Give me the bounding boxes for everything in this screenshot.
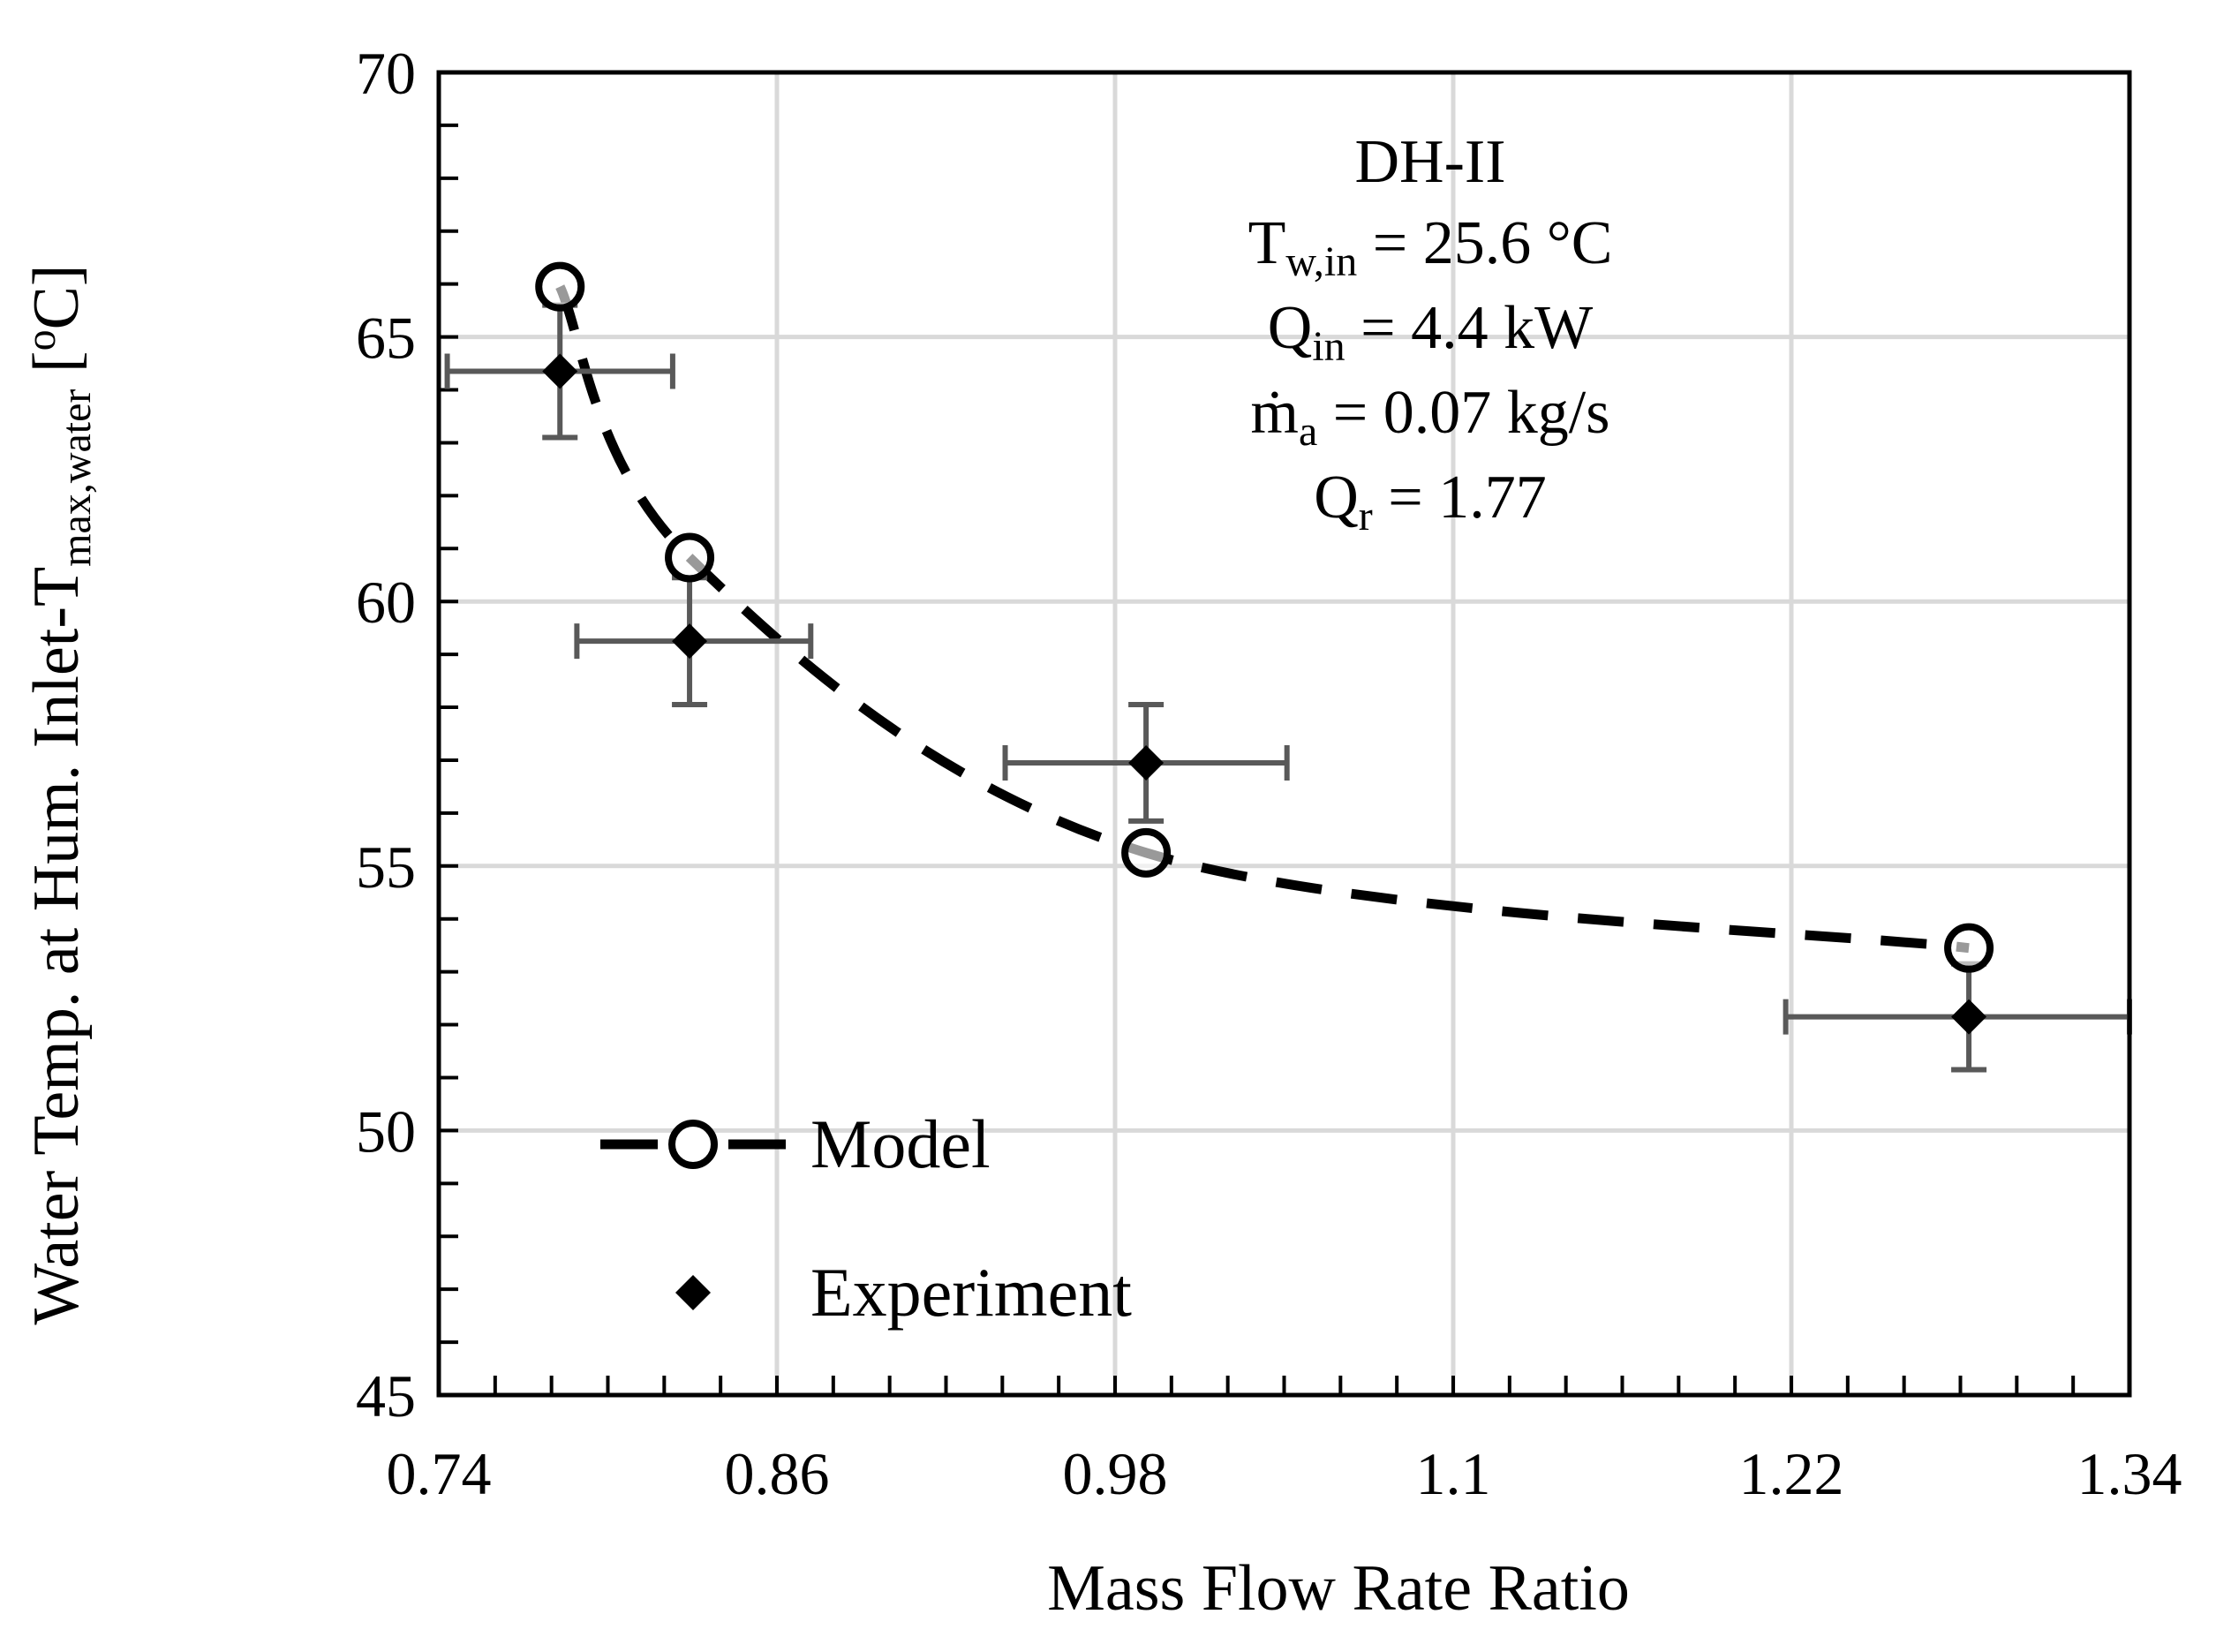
y-axis-unit-close: C]	[20, 264, 93, 329]
annotation-t-main: T	[1248, 209, 1286, 277]
experiment-point	[1951, 999, 1987, 1035]
annotation-m-sub: a	[1299, 408, 1317, 455]
y-axis-title-main: Water Temp. at Hum. Inlet-T	[20, 567, 93, 1325]
annotation-qr-main: Q	[1314, 464, 1359, 532]
x-axis-title: Mass Flow Rate Ratio	[1047, 1552, 1630, 1625]
legend: Model Experiment	[600, 1105, 1132, 1331]
legend-experiment-marker	[675, 1275, 711, 1310]
annotation-m-rest: = 0.07 kg/s	[1317, 379, 1609, 447]
model-point	[1944, 923, 1994, 973]
x-tick-label: 1.34	[2077, 1440, 2182, 1507]
annotation-title: DH-II	[1354, 128, 1505, 196]
y-axis-title: Water Temp. at Hum. Inlet-Tmax,water [oC…	[18, 264, 100, 1324]
x-tick-label: 0.98	[1063, 1440, 1168, 1507]
model-point	[535, 261, 585, 312]
annotation-qr: Qr = 1.77	[1314, 464, 1547, 539]
legend-model-marker	[668, 1120, 718, 1169]
y-tick-label: 45	[356, 1362, 416, 1429]
y-axis-unit-open: [	[20, 351, 93, 373]
x-tick-labels: 0.74 0.86 0.98 1.1 1.22 1.34	[387, 1440, 2182, 1507]
y-tick-label: 65	[356, 305, 416, 372]
x-tick-label: 0.86	[725, 1440, 830, 1507]
annotation-t-sub: w,in	[1285, 238, 1357, 285]
annotation-qr-rest: = 1.77	[1373, 464, 1547, 532]
model-point	[665, 532, 715, 583]
legend-experiment-label: Experiment	[810, 1254, 1132, 1331]
y-tick-label: 60	[356, 569, 416, 636]
y-axis-unit-sup: o	[18, 329, 64, 351]
annotation-inlet-temp: Tw,in = 25.6 °C	[1248, 209, 1613, 285]
markers	[535, 261, 1994, 1035]
experiment-point	[1128, 744, 1165, 781]
annotation-air-flow: ṁa = 0.07 kg/s	[1251, 379, 1610, 455]
grid	[439, 72, 2129, 1395]
y-tick-label: 55	[356, 834, 416, 901]
annotation-qr-sub: r	[1359, 493, 1373, 539]
annotation-heat-input: Qin = 4.4 kW	[1268, 294, 1593, 370]
x-tick-label: 0.74	[387, 1440, 492, 1507]
experiment-point	[542, 353, 578, 389]
model-line	[555, 284, 1970, 954]
experiment-point	[672, 623, 708, 660]
plot-frame	[436, 70, 2132, 1398]
annotation: DH-II Tw,in = 25.6 °C Qin = 4.4 kW ṁa = …	[1248, 128, 1613, 539]
annotation-q-rest: = 4.4 kW	[1345, 294, 1594, 362]
y-tick-labels: 45 50 55 60 65 70	[356, 40, 416, 1429]
y-tick-label: 70	[356, 40, 416, 107]
annotation-q-sub: in	[1312, 323, 1345, 370]
y-axis-title-sub: max,water	[53, 389, 100, 567]
model-point	[1121, 827, 1172, 878]
y-tick-label: 50	[356, 1098, 416, 1165]
annotation-q-main: Q	[1268, 294, 1313, 362]
x-tick-label: 1.1	[1416, 1440, 1491, 1507]
y-axis-title-gap	[20, 373, 93, 389]
legend-model-label: Model	[810, 1105, 991, 1182]
annotation-t-rest: = 25.6 °C	[1357, 209, 1612, 277]
annotation-m-main: ṁ	[1251, 379, 1299, 447]
x-tick-label: 1.22	[1739, 1440, 1844, 1507]
model-curve	[555, 284, 1970, 954]
legend-experiment: Experiment	[675, 1254, 1132, 1331]
legend-model: Model	[600, 1105, 991, 1182]
